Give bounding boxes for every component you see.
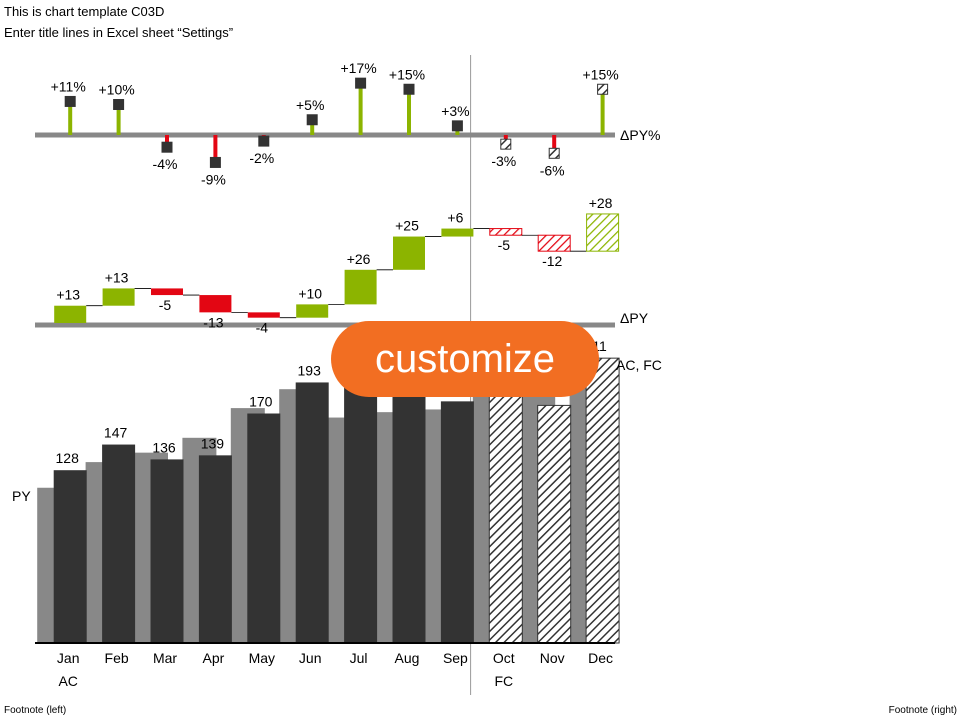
py-series-label: PY — [12, 488, 31, 504]
fc-bar — [537, 404, 572, 644]
delta-abs-value-label: -5 — [159, 297, 172, 313]
delta-pct-value-label: -4% — [153, 156, 178, 172]
ac-bar — [344, 382, 378, 643]
delta-abs-value-label: -13 — [203, 314, 223, 330]
ac-bar — [247, 413, 281, 643]
category-label: Jun — [299, 650, 322, 666]
delta-pct-value-label: +15% — [389, 66, 425, 82]
main-value-label: 193 — [298, 362, 322, 378]
delta-abs-value-label: -12 — [542, 253, 562, 269]
delta-abs-value-label: +28 — [589, 195, 613, 211]
delta-pct-value-label: +15% — [582, 66, 618, 82]
category-label: Jul — [350, 650, 368, 666]
category-label: May — [249, 650, 275, 666]
delta-pct-marker — [64, 95, 76, 107]
delta-abs-bar — [537, 234, 571, 252]
delta-abs-bar — [441, 228, 474, 237]
delta-pct-marker — [258, 135, 270, 147]
delta-pct-value-label: +11% — [51, 78, 86, 94]
delta-pct-marker — [403, 83, 415, 95]
delta-pct-value-label: -9% — [201, 171, 226, 187]
delta-pct-marker — [161, 141, 173, 153]
delta-abs-bar — [393, 236, 425, 270]
main-value-label: 128 — [56, 450, 80, 466]
delta-abs-bar — [54, 305, 87, 323]
forecast-scenario-label: FC — [494, 673, 513, 689]
delta-abs-bar — [151, 288, 183, 296]
chart-title-line-1: This is chart template C03D — [4, 4, 165, 19]
category-label: Dec — [588, 650, 613, 666]
delta-abs-value-label: +10 — [298, 285, 322, 301]
ac-bar — [392, 378, 426, 643]
main-value-label: 170 — [249, 394, 273, 410]
delta-pct-value-label: -3% — [491, 153, 516, 169]
delta-abs-value-label: +13 — [105, 269, 129, 285]
delta-pct-value-label: +10% — [98, 82, 134, 98]
category-label: Mar — [153, 650, 177, 666]
delta-pct-value-label: -2% — [249, 150, 274, 166]
footnote-right: Footnote (right) — [888, 705, 957, 716]
delta-pct-marker — [355, 77, 367, 89]
delta-abs-bar — [102, 288, 135, 306]
category-label: Sep — [443, 650, 468, 666]
category-label: Aug — [395, 650, 420, 666]
delta-abs-value-label: +25 — [395, 218, 419, 234]
delta-abs-bar — [586, 213, 620, 252]
delta-abs-value-label: -4 — [256, 320, 269, 336]
category-label: Jan — [57, 650, 80, 666]
delta-pct-value-label: +17% — [340, 60, 376, 76]
customize-button[interactable]: customize — [332, 322, 598, 396]
delta-pct-value-label: +3% — [441, 103, 469, 119]
delta-abs-bar — [296, 304, 329, 318]
fc-bar — [488, 388, 523, 644]
ac-bar — [198, 455, 232, 643]
actual-scenario-label: AC — [58, 673, 77, 689]
delta-pct-marker — [306, 114, 318, 126]
ac-bar — [150, 459, 184, 643]
main-value-label: 139 — [201, 435, 225, 451]
main-value-label: 136 — [152, 439, 176, 455]
delta-pct-value-label: -6% — [540, 162, 565, 178]
category-label: Feb — [105, 650, 129, 666]
delta-pct-marker — [113, 99, 125, 110]
category-label: Oct — [493, 650, 515, 666]
category-label: Nov — [540, 650, 565, 666]
delta-abs-value-label: +26 — [347, 251, 371, 267]
delta-abs-bar — [199, 295, 232, 313]
chart-title-line-2: Enter title lines in Excel sheet “Settin… — [4, 25, 234, 40]
delta-pct-marker — [451, 120, 463, 132]
delta-abs-bar — [247, 312, 280, 318]
delta-abs-bar — [344, 269, 377, 305]
ac-bar — [102, 444, 136, 643]
fc-bar — [585, 357, 620, 644]
delta-abs-value-label: -5 — [498, 237, 511, 253]
delta-pct-axis-label: ΔPY% — [620, 127, 660, 143]
delta-pct-marker — [500, 138, 512, 150]
delta-pct-value-label: +5% — [296, 97, 324, 113]
delta-abs-value-label: +6 — [447, 210, 463, 226]
delta-pct-marker — [597, 83, 609, 95]
delta-pct-marker — [548, 147, 560, 159]
ac-bar — [53, 470, 87, 643]
ac-bar — [440, 401, 474, 643]
delta-abs-bar — [489, 228, 523, 236]
ac-bar — [295, 382, 329, 643]
footnote-left: Footnote (left) — [4, 705, 67, 716]
delta-pct-marker — [209, 156, 221, 168]
delta-abs-axis-label: ΔPY — [620, 310, 649, 326]
delta-abs-value-label: +13 — [56, 287, 80, 303]
main-value-label: 147 — [104, 425, 128, 441]
category-label: Apr — [203, 650, 225, 666]
ac-fc-series-label: AC, FC — [616, 357, 662, 373]
